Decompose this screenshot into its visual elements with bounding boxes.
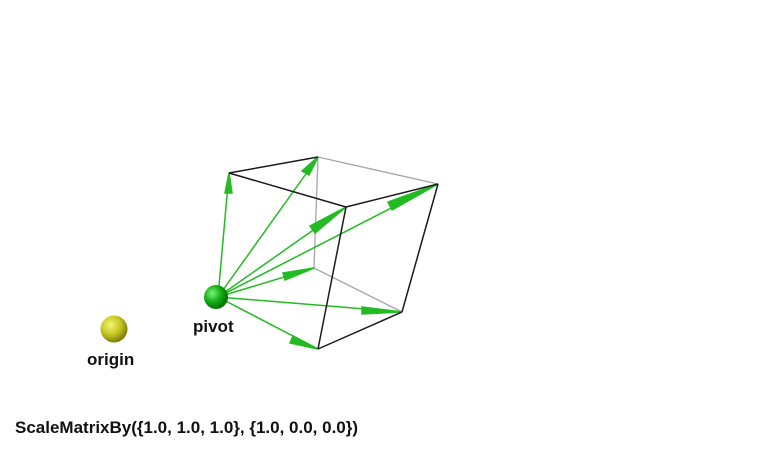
arrow xyxy=(217,156,319,298)
cube-edge xyxy=(228,172,347,208)
arrowhead xyxy=(300,156,319,177)
cube-back-edges xyxy=(313,156,439,313)
arrowhead xyxy=(308,206,347,235)
origin-label: origin xyxy=(87,350,134,369)
cube-edge xyxy=(313,156,319,269)
arrowhead xyxy=(361,306,403,315)
arrowhead xyxy=(386,183,439,212)
cube-edge xyxy=(401,183,439,313)
pivot-arrows xyxy=(217,156,439,350)
cube-edge xyxy=(228,156,319,174)
cube-front-edges xyxy=(228,156,439,350)
cube-edge xyxy=(317,156,439,185)
caption-text: ScaleMatrixBy({1.0, 1.0, 1.0}, {1.0, 0.0… xyxy=(15,418,359,437)
cube-edge xyxy=(345,183,439,208)
cube-edge xyxy=(317,311,403,350)
arrowhead xyxy=(288,334,319,350)
origin-sphere-icon xyxy=(100,315,128,343)
cube-edge xyxy=(317,206,347,350)
cube-edge xyxy=(313,267,403,313)
pivot-label: pivot xyxy=(193,317,234,336)
arrowhead xyxy=(282,267,315,282)
pivot-sphere-icon xyxy=(204,285,228,309)
arrowhead xyxy=(224,172,233,194)
